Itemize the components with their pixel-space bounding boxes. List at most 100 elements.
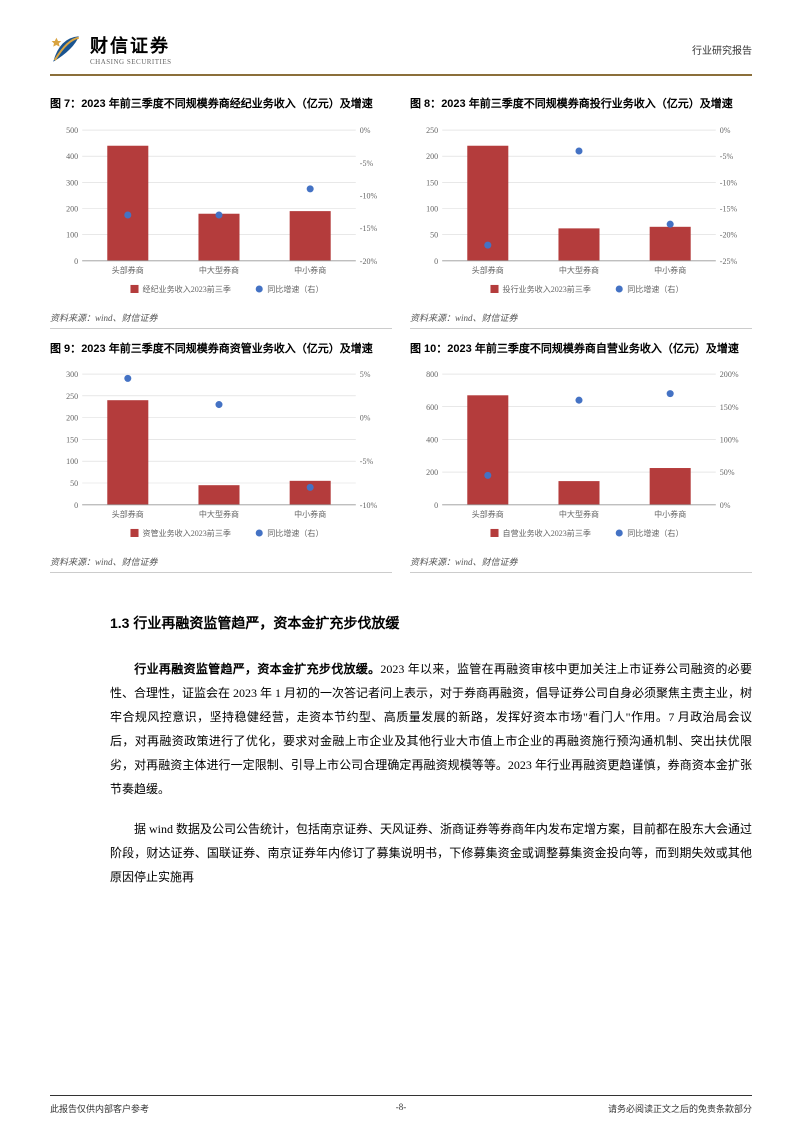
svg-text:同比增速（右）: 同比增速（右） — [627, 284, 683, 294]
svg-text:250: 250 — [426, 126, 438, 135]
svg-text:200: 200 — [426, 468, 438, 477]
svg-text:-20%: -20% — [360, 256, 378, 265]
svg-text:头部券商: 头部券商 — [472, 509, 504, 519]
svg-text:头部券商: 头部券商 — [112, 509, 144, 519]
svg-text:中大型券商: 中大型券商 — [559, 509, 599, 519]
svg-text:-20%: -20% — [720, 230, 738, 239]
svg-text:中大型券商: 中大型券商 — [199, 264, 239, 274]
chart-title-text: 2023 年前三季度不同规模券商经纪业务收入（亿元）及增速 — [81, 98, 373, 110]
footer-left: 此报告仅供内部客户参考 — [50, 1102, 149, 1115]
svg-text:0: 0 — [74, 501, 78, 510]
logo-block: 财信证券 CHASING SECURITIES — [50, 32, 172, 66]
svg-text:50%: 50% — [720, 468, 735, 477]
logo-text-cn: 财信证券 — [90, 32, 172, 58]
svg-text:头部券商: 头部券商 — [112, 264, 144, 274]
svg-text:0%: 0% — [720, 126, 731, 135]
svg-text:0%: 0% — [720, 501, 731, 510]
logo-icon — [50, 33, 82, 65]
svg-text:-10%: -10% — [360, 501, 378, 510]
paragraph-2-text: 据 wind 数据及公司公告统计，包括南京证券、天风证券、浙商证券等券商年内发布… — [110, 822, 752, 884]
header-right-label: 行业研究报告 — [692, 42, 752, 57]
svg-text:投行业务收入2023前三季: 投行业务收入2023前三季 — [503, 284, 591, 294]
chart-fig-label: 图 8： — [410, 98, 441, 110]
svg-text:0: 0 — [74, 256, 78, 265]
svg-text:中小券商: 中小券商 — [654, 264, 686, 274]
chart-7: 图 7：2023 年前三季度不同规模券商经纪业务收入（亿元）及增速 0 100 20… — [50, 96, 392, 329]
chart-svg: 01002003004005000%-5%-10%-15%-20%头部券商中大型… — [50, 122, 392, 303]
svg-text:头部券商: 头部券商 — [472, 264, 504, 274]
svg-text:同比增速（右）: 同比增速（右） — [267, 284, 323, 294]
page-header: 财信证券 CHASING SECURITIES 行业研究报告 — [50, 32, 752, 76]
logo-text-en: CHASING SECURITIES — [90, 58, 172, 66]
svg-text:150%: 150% — [720, 403, 739, 412]
chart-9: 图 9：2023 年前三季度不同规模券商资管业务收入（亿元）及增速 0 50 100… — [50, 341, 392, 574]
svg-text:同比增速（右）: 同比增速（右） — [267, 528, 323, 538]
svg-text:同比增速（右）: 同比增速（右） — [627, 528, 683, 538]
svg-text:0%: 0% — [360, 126, 371, 135]
chart-title-text: 2023 年前三季度不同规模券商投行业务收入（亿元）及增速 — [441, 98, 733, 110]
svg-text:100%: 100% — [720, 436, 739, 445]
svg-text:0%: 0% — [360, 414, 371, 423]
svg-text:5%: 5% — [360, 370, 371, 379]
footer-right: 请务必阅读正文之后的免责条款部分 — [608, 1102, 752, 1115]
svg-text:300: 300 — [66, 370, 78, 379]
svg-text:0: 0 — [434, 501, 438, 510]
svg-text:400: 400 — [66, 152, 78, 161]
svg-text:经纪业务收入2023前三季: 经纪业务收入2023前三季 — [143, 284, 231, 294]
svg-text:中小券商: 中小券商 — [294, 264, 326, 274]
svg-text:200: 200 — [66, 414, 78, 423]
svg-text:-10%: -10% — [360, 191, 378, 200]
chart-source: 资料来源：wind、财信证券 — [50, 555, 392, 573]
svg-text:100: 100 — [66, 230, 78, 239]
paragraph-1-rest: 2023 年以来，监管在再融资审核中更加关注上市证券公司融资的必要性、合理性，证… — [110, 662, 752, 796]
svg-text:150: 150 — [66, 436, 78, 445]
svg-text:中大型券商: 中大型券商 — [199, 509, 239, 519]
svg-text:300: 300 — [66, 178, 78, 187]
svg-text:100: 100 — [426, 204, 438, 213]
svg-text:200%: 200% — [720, 370, 739, 379]
section-title: 1.3 行业再融资监管趋严，资本金扩充步伐放缓 — [110, 613, 752, 633]
chart-title-text: 2023 年前三季度不同规模券商资管业务收入（亿元）及增速 — [81, 343, 373, 355]
paragraph-1-bold: 行业再融资监管趋严，资本金扩充步伐放缓。 — [134, 662, 380, 676]
svg-text:600: 600 — [426, 403, 438, 412]
footer-page-number: -8- — [396, 1102, 407, 1112]
chart-svg: 0 50 100 150 200 250 0% -5% -10% -15% -20% -25% 头部券商… — [410, 122, 752, 303]
paragraph-2: 据 wind 数据及公司公告统计，包括南京证券、天风证券、浙商证券等券商年内发布… — [110, 817, 752, 889]
svg-text:中大型券商: 中大型券商 — [559, 264, 599, 274]
svg-text:400: 400 — [426, 436, 438, 445]
svg-text:自营业务收入2023前三季: 自营业务收入2023前三季 — [503, 528, 591, 538]
chart-source: 资料来源：wind、财信证券 — [410, 311, 752, 329]
svg-text:-5%: -5% — [360, 158, 374, 167]
chart-8: 图 8：2023 年前三季度不同规模券商投行业务收入（亿元）及增速 0 50 100… — [410, 96, 752, 329]
svg-text:200: 200 — [66, 204, 78, 213]
svg-text:200: 200 — [426, 152, 438, 161]
chart-fig-label: 图 7： — [50, 98, 81, 110]
svg-text:-15%: -15% — [360, 224, 378, 233]
svg-text:0: 0 — [434, 256, 438, 265]
chart-svg: 0 200 400 600 800 0% 50% 100% 150% 200% 头部券商 中大型券商 中… — [410, 366, 752, 547]
charts-grid: 图 7：2023 年前三季度不同规模券商经纪业务收入（亿元）及增速 0 100 20… — [50, 96, 752, 573]
page-footer: 此报告仅供内部客户参考 -8- 请务必阅读正文之后的免责条款部分 — [50, 1095, 752, 1115]
svg-text:-5%: -5% — [360, 457, 374, 466]
svg-text:150: 150 — [426, 178, 438, 187]
svg-text:100: 100 — [66, 457, 78, 466]
paragraph-1: 行业再融资监管趋严，资本金扩充步伐放缓。2023 年以来，监管在再融资审核中更加… — [110, 657, 752, 801]
chart-source: 资料来源：wind、财信证券 — [50, 311, 392, 329]
svg-text:资管业务收入2023前三季: 资管业务收入2023前三季 — [143, 528, 231, 538]
chart-svg: 0 50 100 150 200 250 300 5% 0% -5% -10% 头部券商 中大型券商 中小… — [50, 366, 392, 547]
svg-text:-5%: -5% — [720, 152, 734, 161]
svg-text:250: 250 — [66, 392, 78, 401]
svg-text:-15%: -15% — [720, 204, 738, 213]
svg-text:50: 50 — [430, 230, 438, 239]
svg-text:中小券商: 中小券商 — [294, 509, 326, 519]
svg-text:-10%: -10% — [720, 178, 738, 187]
chart-fig-label: 图 10： — [410, 343, 447, 355]
chart-title-text: 2023 年前三季度不同规模券商自营业务收入（亿元）及增速 — [447, 343, 739, 355]
chart-10: 图 10：2023 年前三季度不同规模券商自营业务收入（亿元）及增速 0 200 4… — [410, 341, 752, 574]
svg-text:中小券商: 中小券商 — [654, 509, 686, 519]
svg-text:800: 800 — [426, 370, 438, 379]
svg-text:50: 50 — [70, 479, 78, 488]
chart-fig-label: 图 9： — [50, 343, 81, 355]
chart-source: 资料来源：wind、财信证券 — [410, 555, 752, 573]
svg-text:-25%: -25% — [720, 256, 738, 265]
